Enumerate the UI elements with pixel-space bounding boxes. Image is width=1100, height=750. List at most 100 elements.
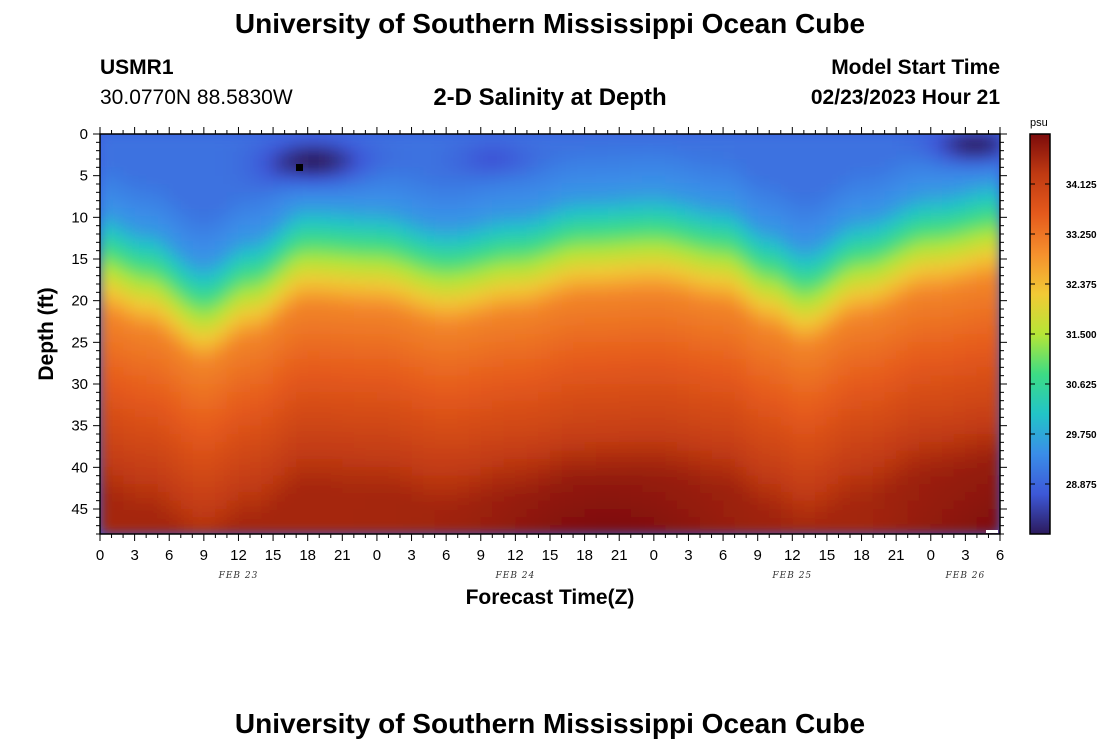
heatmap-cell: [446, 367, 459, 377]
heatmap-cell: [596, 459, 609, 468]
heatmap-cell: [861, 525, 874, 534]
heatmap-cell: [561, 292, 574, 302]
heatmap-cell: [619, 492, 632, 502]
heatmap-cell: [965, 234, 978, 243]
heatmap-cell: [930, 417, 943, 427]
heatmap-cell: [584, 425, 597, 435]
heatmap-cell: [250, 134, 263, 143]
heatmap-cell: [792, 242, 805, 252]
heatmap-cell: [573, 259, 586, 268]
heatmap-cell: [688, 342, 701, 352]
heatmap-cell: [273, 525, 286, 534]
heatmap-cell: [365, 217, 378, 227]
heatmap-cell: [330, 209, 343, 218]
heatmap-cell: [861, 150, 874, 160]
heatmap-cell: [515, 284, 528, 293]
heatmap-cell: [976, 400, 990, 410]
heatmap-cell: [619, 192, 632, 202]
heatmap-cell: [746, 425, 759, 435]
heatmap-cell: [400, 317, 413, 327]
heatmap-cell: [550, 184, 563, 193]
heatmap-cell: [480, 400, 493, 410]
heatmap-cell: [538, 350, 551, 360]
heatmap-cell: [642, 142, 655, 152]
heatmap-cell: [884, 417, 897, 427]
x-tick-label: 9: [754, 547, 762, 564]
heatmap-cell: [388, 459, 401, 468]
heatmap-cell: [411, 317, 424, 327]
heatmap-cell: [769, 434, 782, 443]
heatmap-cell: [688, 292, 701, 302]
heatmap-cell: [723, 259, 736, 268]
heatmap-cell: [273, 209, 286, 218]
heatmap-cell: [896, 450, 909, 460]
heatmap-cell: [157, 150, 170, 160]
heatmap-cell: [180, 425, 193, 435]
heatmap-cell: [700, 209, 713, 218]
heatmap-cell: [180, 175, 193, 185]
heatmap-cell: [515, 375, 528, 385]
heatmap-cell: [711, 300, 724, 310]
heatmap-cell: [896, 167, 909, 177]
heatmap-cell: [573, 309, 586, 318]
heatmap-cell: [423, 409, 436, 418]
heatmap-cell: [838, 409, 851, 418]
heatmap-cell: [423, 175, 436, 185]
heatmap-cell: [942, 359, 955, 368]
heatmap-cell: [896, 175, 909, 185]
heatmap-cell: [988, 509, 1000, 518]
heatmap-cell: [319, 142, 332, 152]
heatmap-cell: [261, 484, 274, 493]
heatmap-cell: [400, 159, 413, 168]
heatmap-cell: [123, 500, 136, 510]
heatmap-cell: [550, 417, 563, 427]
heatmap-cell: [284, 442, 297, 452]
heatmap-cell: [803, 367, 816, 377]
heatmap-cell: [353, 184, 366, 193]
heatmap-cell: [123, 359, 136, 368]
heatmap-cell: [319, 359, 332, 368]
heatmap-cell: [873, 500, 886, 510]
heatmap-cell: [469, 167, 482, 177]
heatmap-cell: [688, 184, 701, 193]
heatmap-cell: [734, 167, 747, 177]
heatmap-cell: [792, 417, 805, 427]
heatmap-cell: [434, 275, 447, 285]
heatmap-cell: [192, 242, 205, 252]
heatmap-cell: [365, 384, 378, 393]
heatmap-cell: [376, 300, 390, 310]
heatmap-cell: [457, 359, 470, 368]
heatmap-cell: [803, 400, 816, 410]
x-tick-label: 18: [576, 547, 593, 564]
heatmap-cell: [180, 475, 193, 485]
heatmap-cell: [215, 184, 228, 193]
heatmap-cell: [457, 142, 470, 152]
heatmap-cell: [180, 400, 193, 410]
heatmap-cell: [642, 225, 655, 235]
heatmap-cell: [953, 134, 966, 143]
heatmap-cell: [192, 142, 205, 152]
heatmap-cell: [700, 309, 713, 318]
heatmap-cell: [769, 484, 782, 493]
heatmap-cell: [100, 334, 113, 343]
heatmap-cell: [746, 442, 759, 452]
heatmap-cell: [942, 484, 955, 493]
heatmap-cell: [907, 184, 920, 193]
heatmap-cell: [446, 484, 459, 493]
heatmap-cell: [746, 392, 759, 402]
heatmap-cell: [411, 259, 424, 268]
heatmap-cell: [723, 159, 736, 168]
heatmap-cell: [780, 317, 793, 327]
heatmap-cell: [826, 450, 840, 460]
heatmap-cell: [665, 317, 678, 327]
heatmap-cell: [434, 209, 447, 218]
heatmap-cell: [700, 175, 713, 185]
heatmap-cell: [238, 450, 251, 460]
heatmap-cell: [353, 309, 366, 318]
heatmap-cell: [896, 484, 909, 493]
heatmap-cell: [723, 317, 736, 327]
heatmap-cell: [503, 517, 516, 527]
heatmap-cell: [446, 325, 459, 335]
heatmap-cell: [307, 450, 320, 460]
heatmap-cell: [734, 234, 747, 243]
